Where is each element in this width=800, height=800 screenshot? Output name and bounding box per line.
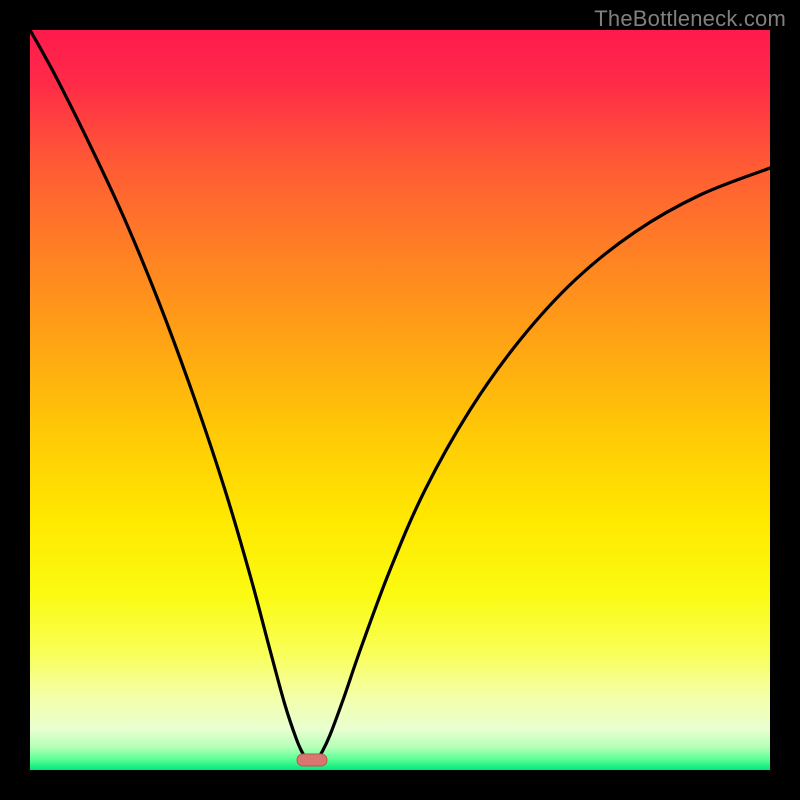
- bottleneck-chart: [0, 0, 800, 800]
- plot-area: [30, 30, 770, 770]
- watermark-text: TheBottleneck.com: [594, 6, 786, 32]
- optimum-marker: [297, 754, 327, 766]
- chart-container: TheBottleneck.com: [0, 0, 800, 800]
